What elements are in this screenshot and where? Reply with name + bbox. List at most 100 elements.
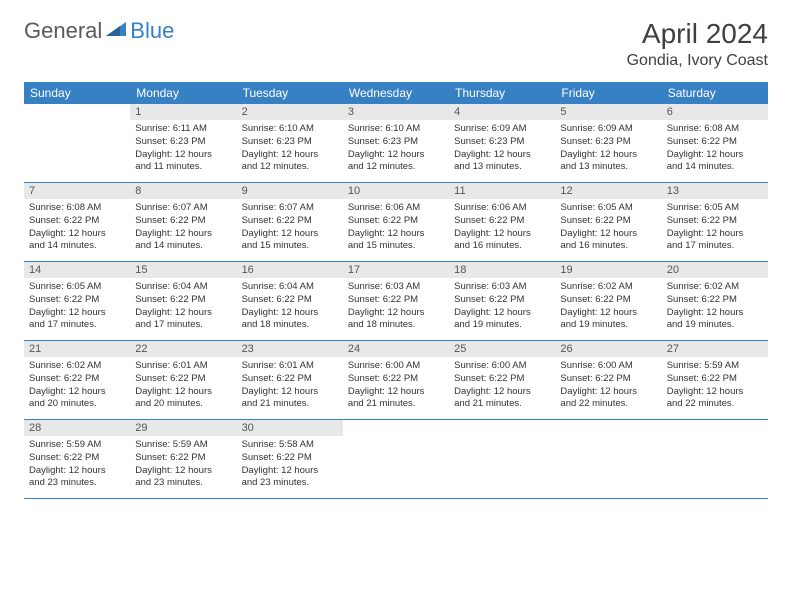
day-line: Daylight: 12 hours — [135, 465, 231, 478]
day-line: Sunset: 6:22 PM — [667, 373, 763, 386]
day-line: Daylight: 12 hours — [135, 386, 231, 399]
day-line: Sunrise: 6:02 AM — [560, 281, 656, 294]
day-line: Sunrise: 6:08 AM — [29, 202, 125, 215]
logo: General Blue — [24, 18, 174, 44]
day-body: Sunrise: 6:10 AMSunset: 6:23 PMDaylight:… — [343, 120, 449, 179]
day-number: 23 — [237, 341, 343, 357]
day-body: Sunrise: 5:58 AMSunset: 6:22 PMDaylight:… — [237, 436, 343, 495]
day-line: Sunrise: 6:04 AM — [242, 281, 338, 294]
day-line: Daylight: 12 hours — [29, 228, 125, 241]
day-line: Sunrise: 6:00 AM — [348, 360, 444, 373]
weekday-header: Saturday — [662, 82, 768, 104]
day-line: Sunset: 6:22 PM — [454, 294, 550, 307]
day-number: 1 — [130, 104, 236, 120]
day-body: Sunrise: 6:04 AMSunset: 6:22 PMDaylight:… — [237, 278, 343, 337]
day-body: Sunrise: 6:07 AMSunset: 6:22 PMDaylight:… — [237, 199, 343, 258]
title-block: April 2024 Gondia, Ivory Coast — [627, 18, 768, 70]
day-body: Sunrise: 6:03 AMSunset: 6:22 PMDaylight:… — [343, 278, 449, 337]
day-body: Sunrise: 6:01 AMSunset: 6:22 PMDaylight:… — [237, 357, 343, 416]
day-line: Sunrise: 6:03 AM — [348, 281, 444, 294]
day-number: 10 — [343, 183, 449, 199]
day-cell: 8Sunrise: 6:07 AMSunset: 6:22 PMDaylight… — [130, 183, 236, 261]
day-line: Sunset: 6:22 PM — [560, 215, 656, 228]
day-number: 12 — [555, 183, 661, 199]
day-cell: 7Sunrise: 6:08 AMSunset: 6:22 PMDaylight… — [24, 183, 130, 261]
day-number: 18 — [449, 262, 555, 278]
day-line: Sunrise: 6:00 AM — [454, 360, 550, 373]
day-line: Sunrise: 6:06 AM — [454, 202, 550, 215]
day-cell: 1Sunrise: 6:11 AMSunset: 6:23 PMDaylight… — [130, 104, 236, 182]
day-line: Daylight: 12 hours — [454, 149, 550, 162]
day-line: Daylight: 12 hours — [242, 465, 338, 478]
day-line: Sunset: 6:22 PM — [667, 294, 763, 307]
day-cell: 17Sunrise: 6:03 AMSunset: 6:22 PMDayligh… — [343, 262, 449, 340]
day-line: Sunset: 6:23 PM — [560, 136, 656, 149]
day-body: Sunrise: 6:07 AMSunset: 6:22 PMDaylight:… — [130, 199, 236, 258]
day-body: Sunrise: 6:10 AMSunset: 6:23 PMDaylight:… — [237, 120, 343, 179]
day-line: Daylight: 12 hours — [242, 307, 338, 320]
day-number: 25 — [449, 341, 555, 357]
day-line: and 17 minutes. — [667, 240, 763, 253]
day-body: Sunrise: 6:09 AMSunset: 6:23 PMDaylight:… — [449, 120, 555, 179]
day-number: 30 — [237, 420, 343, 436]
day-line: and 19 minutes. — [560, 319, 656, 332]
day-cell: 6Sunrise: 6:08 AMSunset: 6:22 PMDaylight… — [662, 104, 768, 182]
day-cell: 11Sunrise: 6:06 AMSunset: 6:22 PMDayligh… — [449, 183, 555, 261]
day-number: 24 — [343, 341, 449, 357]
day-number: 5 — [555, 104, 661, 120]
weekday-header-row: Sunday Monday Tuesday Wednesday Thursday… — [24, 82, 768, 104]
day-line: Daylight: 12 hours — [667, 228, 763, 241]
day-cell: 29Sunrise: 5:59 AMSunset: 6:22 PMDayligh… — [130, 420, 236, 498]
day-line: Daylight: 12 hours — [348, 228, 444, 241]
day-line: and 20 minutes. — [135, 398, 231, 411]
weekday-header: Tuesday — [237, 82, 343, 104]
day-line: and 22 minutes. — [560, 398, 656, 411]
day-number: 8 — [130, 183, 236, 199]
day-cell — [555, 420, 661, 498]
day-line: and 20 minutes. — [29, 398, 125, 411]
day-line: Sunset: 6:22 PM — [242, 294, 338, 307]
day-line: Sunrise: 6:11 AM — [135, 123, 231, 136]
day-line: Sunrise: 6:02 AM — [29, 360, 125, 373]
day-line: Daylight: 12 hours — [454, 228, 550, 241]
day-line: and 12 minutes. — [242, 161, 338, 174]
weekday-header: Wednesday — [343, 82, 449, 104]
day-line: Daylight: 12 hours — [242, 149, 338, 162]
day-line: Sunset: 6:22 PM — [29, 215, 125, 228]
day-line: Sunrise: 5:59 AM — [667, 360, 763, 373]
day-body: Sunrise: 6:00 AMSunset: 6:22 PMDaylight:… — [555, 357, 661, 416]
day-line: Sunrise: 6:09 AM — [454, 123, 550, 136]
day-line: and 15 minutes. — [242, 240, 338, 253]
day-line: Sunset: 6:22 PM — [135, 294, 231, 307]
day-line: Sunset: 6:22 PM — [135, 452, 231, 465]
day-line: and 21 minutes. — [242, 398, 338, 411]
day-line: Sunset: 6:22 PM — [560, 373, 656, 386]
day-cell: 14Sunrise: 6:05 AMSunset: 6:22 PMDayligh… — [24, 262, 130, 340]
day-line: and 17 minutes. — [29, 319, 125, 332]
day-cell: 22Sunrise: 6:01 AMSunset: 6:22 PMDayligh… — [130, 341, 236, 419]
day-line: Sunset: 6:22 PM — [560, 294, 656, 307]
day-line: Sunset: 6:22 PM — [242, 215, 338, 228]
day-cell: 23Sunrise: 6:01 AMSunset: 6:22 PMDayligh… — [237, 341, 343, 419]
day-line: and 17 minutes. — [135, 319, 231, 332]
day-line: Sunset: 6:23 PM — [242, 136, 338, 149]
day-body: Sunrise: 6:06 AMSunset: 6:22 PMDaylight:… — [343, 199, 449, 258]
day-line: and 21 minutes. — [348, 398, 444, 411]
day-cell — [343, 420, 449, 498]
day-cell: 25Sunrise: 6:00 AMSunset: 6:22 PMDayligh… — [449, 341, 555, 419]
day-line: Daylight: 12 hours — [29, 465, 125, 478]
day-line: Sunset: 6:22 PM — [348, 294, 444, 307]
day-number: 15 — [130, 262, 236, 278]
day-body: Sunrise: 6:04 AMSunset: 6:22 PMDaylight:… — [130, 278, 236, 337]
day-line: Sunrise: 6:04 AM — [135, 281, 231, 294]
day-line: and 22 minutes. — [667, 398, 763, 411]
day-line: Sunrise: 6:10 AM — [348, 123, 444, 136]
day-line: Sunrise: 6:09 AM — [560, 123, 656, 136]
day-cell: 16Sunrise: 6:04 AMSunset: 6:22 PMDayligh… — [237, 262, 343, 340]
day-line: Sunset: 6:22 PM — [348, 215, 444, 228]
day-line: Sunrise: 6:00 AM — [560, 360, 656, 373]
day-line: Daylight: 12 hours — [29, 307, 125, 320]
day-number: 27 — [662, 341, 768, 357]
day-line: Sunset: 6:22 PM — [29, 294, 125, 307]
day-body: Sunrise: 6:05 AMSunset: 6:22 PMDaylight:… — [662, 199, 768, 258]
